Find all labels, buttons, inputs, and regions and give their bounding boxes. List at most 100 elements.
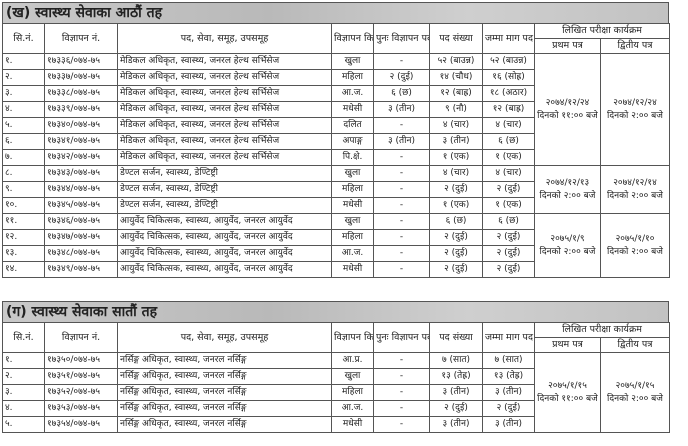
section-title: (ग) स्वास्थ्य सेवाका सातौं तह <box>2 301 669 322</box>
post-service-group: नर्सिङ्ग अधिकृत, स्वास्थ्य, जनरल नर्सिङ्… <box>117 352 332 369</box>
table-row: १४. १७३४९/०७४-७५ आयुर्वेद चिकित्सक, स्वास्… <box>2 261 670 278</box>
table-row: १. १७३५०/०७४-७५ नर्सिङ्ग अधिकृत, स्वास्थ्य… <box>2 352 671 433</box>
total-posts: १ (एक) <box>482 197 535 214</box>
serial-header: सि.नं. <box>2 322 45 353</box>
ad-number: १७३५३/०७४-७५ <box>44 400 118 417</box>
posts: ५२ (बाउन्न) <box>429 53 483 70</box>
serial-number: १२. <box>2 229 45 246</box>
exam-time: दिनको ११:०० बजे <box>537 393 598 404</box>
ad-type: खुला <box>331 53 374 70</box>
total-posts: २ (दुई) <box>482 261 535 278</box>
exam-date: २०७५/१/१५ <box>615 380 655 391</box>
re-ad-posts: ३ (तीन) <box>373 101 430 118</box>
post-service-group: नर्सिङ्ग अधिकृत, स्वास्थ्य, जनरल नर्सिङ्… <box>117 368 332 385</box>
serial-number: ४. <box>2 101 45 118</box>
ad-type: मधेसी <box>331 101 374 118</box>
posts: १४ (चौध) <box>429 69 483 86</box>
posts-table: सि.नं. विज्ञापन नं. पद, सेवा, समूह, उपसमूह… <box>2 23 671 278</box>
post-service-group: मेडिकल अधिकृत, स्वास्थ्य, जनरल हेल्थ सर्… <box>117 133 332 150</box>
table-row: ११. १७३४६/०७४-७५ आयुर्वेद चिकित्सक, स्वास्… <box>2 213 671 278</box>
re-ad-posts: - <box>373 53 430 70</box>
header-row: सि.नं. विज्ञापन नं. पद, सेवा, समूह, उपसमूह… <box>2 23 671 54</box>
posts: ३ (तीन) <box>429 384 483 401</box>
ad-number: १७३५१/०७४-७५ <box>44 368 118 385</box>
posts: ६ (छ) <box>429 213 483 230</box>
ad-type: खुला <box>331 213 374 230</box>
exam-date: २०७४/१२/१४ <box>613 177 657 188</box>
post-service-group: डेण्टल सर्जन, स्वास्थ्य, डेण्टिष्ट्री <box>117 197 332 214</box>
post-service-group: नर्सिङ्ग अधिकृत, स्वास्थ्य, जनरल नर्सिङ्… <box>117 400 332 417</box>
ad-number: १७३४१/०७४-७५ <box>44 133 118 150</box>
re-ad-posts: - <box>373 181 430 198</box>
posts: २ (दुई) <box>429 181 483 198</box>
ad-type: दलित <box>331 117 374 134</box>
serial-header: सि.नं. <box>2 23 45 54</box>
posts: ३ (तीन) <box>429 416 483 433</box>
post-service-group: आयुर्वेद चिकित्सक, स्वास्थ्य, आयुर्वेद, … <box>117 213 332 230</box>
total-posts: ३ (तीन) <box>482 416 535 433</box>
serial-number: ११. <box>2 213 45 230</box>
paper2-schedule: २०७४/१२/२४ दिनको २:०० बजे <box>599 53 671 166</box>
post-service-group: मेडिकल अधिकृत, स्वास्थ्य, जनरल हेल्थ सर्… <box>117 85 332 102</box>
ad-type: आ.प्र. <box>331 352 374 369</box>
paper1-schedule: २०७४/१२/१३ दिनको २:०० बजे <box>534 165 601 214</box>
ad-type: अपाङ्ग <box>331 133 374 150</box>
ad-number: १७३४४/०७४-७५ <box>44 181 118 198</box>
re-ad-posts: - <box>373 245 430 262</box>
total-posts: ४ (चार) <box>482 117 535 134</box>
paper2-schedule: २०७४/१२/१४ दिनको २:०० बजे <box>599 165 671 214</box>
paper1-header: प्रथम पत्र <box>534 337 601 353</box>
serial-number: ३. <box>2 85 45 102</box>
re-ad-posts: - <box>373 165 430 182</box>
ad-number-header: विज्ञापन नं. <box>44 322 118 353</box>
serial-number: ४. <box>2 400 45 417</box>
re-ad-header: पुनः विज्ञापन पद संख्या <box>373 322 430 353</box>
paper1-schedule: २०७५/१/९ दिनको २:०० बजे <box>534 213 601 278</box>
ad-number: १७३३९/०७४-७५ <box>44 101 118 118</box>
ad-number: १७३३६/०७४-७५ <box>44 53 118 70</box>
exam-date: २०७५/१/१५ <box>548 380 587 391</box>
serial-number: ६. <box>2 133 45 150</box>
total-posts: ७ (सात) <box>482 352 535 369</box>
total-header: जम्मा माग पद संख्या <box>482 23 535 54</box>
exam-time: दिनको २:०० बजे <box>607 393 663 404</box>
ad-type: मधेसी <box>331 416 374 433</box>
ad-number: १७३४३/०७४-७५ <box>44 165 118 182</box>
table-row: ९. १७३४४/०७४-७५ डेण्टल सर्जन, स्वास्थ्य, ड… <box>2 181 670 198</box>
table-row: ४. १७३३९/०७४-७५ मेडिकल अधिकृत, स्वास्थ्य, … <box>2 101 670 118</box>
posts-header: पद संख्या <box>429 322 483 353</box>
table-row: १३. १७३४८/०७४-७५ आयुर्वेद चिकित्सक, स्वास्… <box>2 245 670 262</box>
serial-number: २. <box>2 69 45 86</box>
total-posts: ६ (छ) <box>482 133 535 150</box>
posts: ९ (नौ) <box>429 101 483 118</box>
ad-number-header: विज्ञापन नं. <box>44 23 118 54</box>
serial-number: ५. <box>2 117 45 134</box>
ad-type: महिला <box>331 69 374 86</box>
post-service-group: आयुर्वेद चिकित्सक, स्वास्थ्य, आयुर्वेद, … <box>117 229 332 246</box>
serial-number: १३. <box>2 245 45 262</box>
exam-date: २०७५/१/९ <box>550 233 585 244</box>
serial-number: १०. <box>2 197 45 214</box>
total-header: जम्मा माग पद संख्या <box>482 322 535 353</box>
ad-number: १७३४९/०७४-७५ <box>44 261 118 278</box>
post-service-group: मेडिकल अधिकृत, स्वास्थ्य, जनरल हेल्थ सर्… <box>117 69 332 86</box>
exam-time: दिनको २:०० बजे <box>539 246 596 257</box>
total-posts: १६ (सोह्र) <box>482 69 535 86</box>
paper1-header: प्रथम पत्र <box>534 38 601 54</box>
posts: ४ (चार) <box>429 117 483 134</box>
ad-type: मधेसी <box>331 261 374 278</box>
posts: २ (दुई) <box>429 245 483 262</box>
total-posts: १८ (अठार) <box>482 85 535 102</box>
total-posts: १ (एक) <box>482 149 535 166</box>
post-service-group: मेडिकल अधिकृत, स्वास्थ्य, जनरल हेल्थ सर्… <box>117 149 332 166</box>
post-service-group: नर्सिङ्ग अधिकृत, स्वास्थ्य, जनरल नर्सिङ्… <box>117 416 332 433</box>
ad-type: महिला <box>331 384 374 401</box>
section-level-8: (ख) स्वास्थ्य सेवाका आठौं तह सि.नं. विज्ञा… <box>2 2 671 278</box>
post-service-group: मेडिकल अधिकृत, स्वास्थ्य, जनरल हेल्थ सर्… <box>117 53 332 70</box>
ad-number: १७३४८/०७४-७५ <box>44 245 118 262</box>
total-posts: ६ (छ) <box>482 213 535 230</box>
ad-type: खुला <box>331 368 374 385</box>
paper1-schedule: २०७५/१/१५ दिनको ११:०० बजे <box>534 352 601 433</box>
total-posts: ४ (चार) <box>482 165 535 182</box>
table-row: २. १७३३७/०७४-७५ मेडिकल अधिकृत, स्वास्थ्य, … <box>2 69 670 86</box>
